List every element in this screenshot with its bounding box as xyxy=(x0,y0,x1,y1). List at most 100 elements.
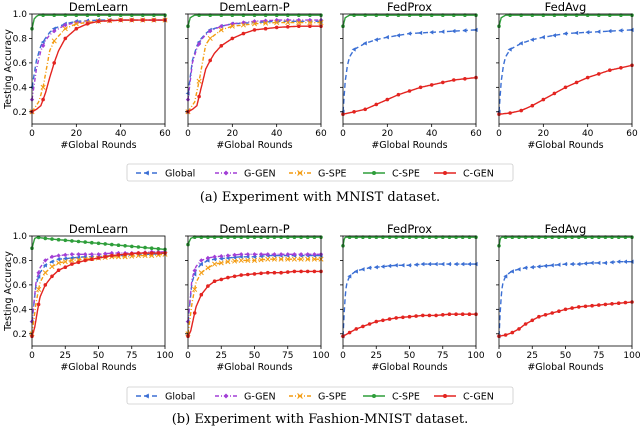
point-c-gen xyxy=(610,302,614,306)
series-line-c-gen xyxy=(187,270,321,337)
point-global xyxy=(536,264,541,269)
x-tick-label: 0 xyxy=(29,129,35,139)
point-c-gen xyxy=(519,108,523,113)
point-c-gen xyxy=(597,303,601,307)
point-c-gen xyxy=(530,318,535,323)
legend-marker xyxy=(372,171,376,175)
point-g-spe xyxy=(238,257,244,263)
point-c-gen xyxy=(381,318,385,323)
y-tick-label: 1.0 xyxy=(13,10,28,20)
x-tick-label: 75 xyxy=(437,351,448,361)
point-c-gen xyxy=(103,254,107,259)
point-g-spe xyxy=(232,258,238,264)
point-g-gen xyxy=(212,254,217,259)
point-c-gen xyxy=(136,251,141,255)
y-tick-label: 0.8 xyxy=(13,256,28,266)
point-c-gen xyxy=(246,272,250,277)
point-c-spe xyxy=(43,236,48,241)
point-g-spe xyxy=(229,23,235,29)
point-g-gen xyxy=(219,24,224,29)
point-c-gen xyxy=(590,303,594,308)
point-g-gen xyxy=(272,252,277,257)
x-tick-label: 0 xyxy=(29,351,35,361)
point-g-gen xyxy=(285,252,290,257)
y-tick-label: 0.6 xyxy=(13,281,28,291)
point-c-spe xyxy=(130,244,134,249)
legend-box xyxy=(126,386,514,405)
point-global xyxy=(198,261,203,267)
y-tick-label: 0.4 xyxy=(13,83,28,93)
point-c-gen xyxy=(156,251,161,255)
point-g-gen xyxy=(239,252,244,257)
point-g-gen xyxy=(192,268,197,273)
point-c-gen xyxy=(110,253,114,258)
point-g-spe xyxy=(258,257,264,263)
legend-a: Global G-GEN G-SPE C-SPE C-GEN xyxy=(126,163,514,182)
point-g-spe xyxy=(291,256,297,262)
point-global xyxy=(629,259,634,264)
point-global xyxy=(563,261,568,267)
legend-label: G-GEN xyxy=(244,169,276,180)
x-tick-label: 25 xyxy=(60,351,71,361)
point-c-spe xyxy=(36,235,41,240)
panel-title: DemLearn xyxy=(69,0,128,14)
x-axis-label: #Global Rounds xyxy=(527,140,603,151)
chart-panel-6: DemLearn-P 0 25 50 75 100 #Global Rounds xyxy=(185,222,330,373)
point-global xyxy=(523,265,528,270)
point-c-gen xyxy=(76,260,81,265)
point-c-gen xyxy=(123,252,127,257)
point-c-gen xyxy=(467,312,472,317)
point-global xyxy=(440,261,445,267)
point-c-gen xyxy=(574,80,579,85)
point-c-gen xyxy=(252,272,257,276)
point-c-spe xyxy=(136,245,141,249)
point-global xyxy=(503,274,508,279)
point-c-gen xyxy=(292,269,297,274)
legend-box xyxy=(126,163,514,182)
point-c-gen xyxy=(463,77,467,81)
point-g-gen xyxy=(36,270,41,275)
axes-frame xyxy=(498,13,633,125)
point-g-gen xyxy=(56,253,61,258)
series-line-c-gen xyxy=(499,64,633,115)
point-global xyxy=(62,256,67,261)
panel-title: DemLearn-P xyxy=(219,0,289,14)
point-c-gen xyxy=(263,26,268,31)
point-c-spe xyxy=(83,240,87,244)
x-tick-label: 25 xyxy=(371,351,382,361)
point-g-spe xyxy=(265,256,271,262)
panel-title: FedProx xyxy=(387,222,432,236)
point-c-gen xyxy=(354,327,359,331)
x-tick-label: 40 xyxy=(271,129,283,139)
point-g-gen xyxy=(103,251,108,256)
point-c-gen xyxy=(50,274,54,279)
legend-label: G-GEN xyxy=(244,392,276,403)
chart-panel-3: FedProx 0 20 40 60 #Global Rounds xyxy=(340,0,482,151)
x-tick-label: 40 xyxy=(115,129,127,139)
point-c-gen xyxy=(96,19,101,24)
point-c-gen xyxy=(272,270,277,275)
point-c-gen xyxy=(308,24,312,29)
point-c-gen xyxy=(152,18,156,22)
legend-label: Global xyxy=(165,392,195,403)
point-global xyxy=(407,263,412,268)
series-line-c-gen xyxy=(31,252,165,337)
series-line-g-gen xyxy=(187,253,321,322)
point-c-gen xyxy=(230,36,235,41)
point-global xyxy=(569,261,574,267)
x-tick-label: 0 xyxy=(496,351,502,361)
point-c-spe xyxy=(70,239,74,243)
legend-label: C-SPE xyxy=(392,392,420,403)
point-c-gen xyxy=(199,292,204,297)
point-global xyxy=(518,41,523,46)
point-global xyxy=(462,28,467,33)
point-c-gen xyxy=(90,257,94,262)
legend-label: Global xyxy=(165,169,195,180)
point-global xyxy=(76,255,81,260)
point-c-gen xyxy=(517,327,521,331)
point-c-gen xyxy=(537,314,541,319)
series-line-g-spe xyxy=(31,19,165,113)
point-c-spe xyxy=(56,237,61,242)
legend-label: C-GEN xyxy=(463,392,494,403)
point-g-spe xyxy=(285,256,291,262)
